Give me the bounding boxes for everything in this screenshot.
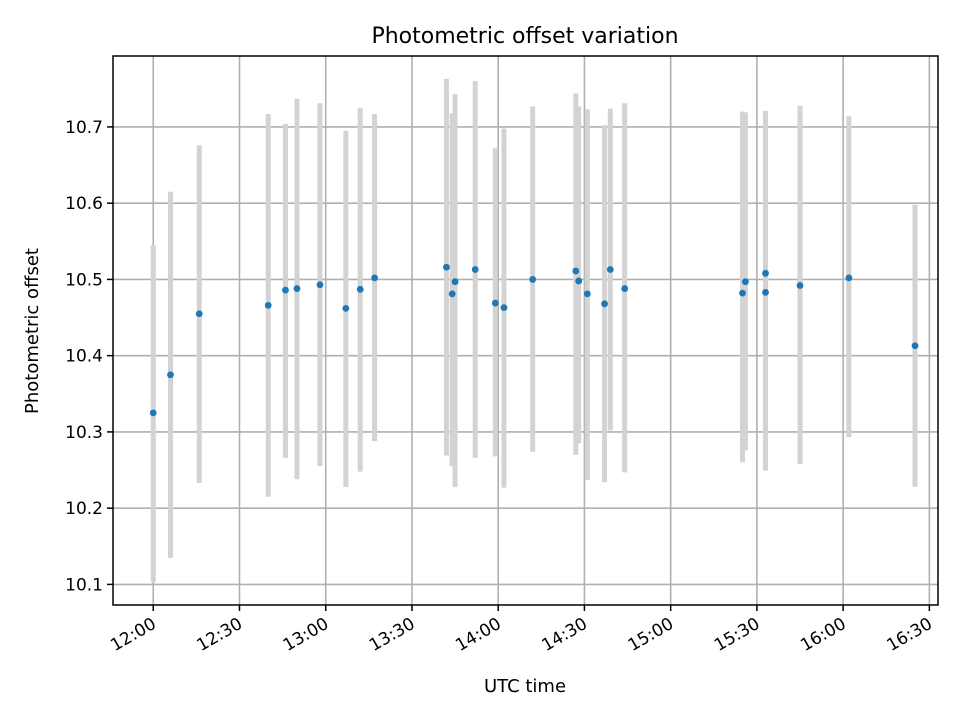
data-point <box>762 288 769 296</box>
data-point <box>356 285 364 293</box>
data-point <box>195 310 203 318</box>
data-point <box>167 371 174 379</box>
chart-title: Photometric offset variation <box>371 24 678 49</box>
plot-frame <box>112 55 939 606</box>
data-point <box>739 289 746 297</box>
data-point <box>316 281 324 289</box>
y-tick-label: 10.7 <box>65 118 103 138</box>
y-tick-label: 10.5 <box>65 270 103 290</box>
data-point <box>575 277 583 285</box>
data-point <box>500 304 508 312</box>
data-point <box>293 285 301 292</box>
data-point <box>796 282 804 289</box>
data-point <box>621 285 629 292</box>
data-point <box>448 290 456 298</box>
data-point <box>264 301 272 309</box>
data-point <box>149 409 157 417</box>
y-axis-ticks: 10.1 10.2 10.3 10.4 10.5 10.6 10.7 <box>65 118 113 595</box>
data-point <box>762 269 769 277</box>
data-points <box>149 263 919 417</box>
data-point <box>342 304 350 312</box>
y-tick-label: 10.6 <box>65 194 103 214</box>
y-tick-label: 10.1 <box>65 575 103 595</box>
data-point <box>911 342 919 350</box>
data-point <box>572 267 580 275</box>
y-tick-label: 10.3 <box>65 423 103 443</box>
data-point <box>443 263 450 271</box>
y-axis-label: Photometric offset <box>22 248 43 414</box>
data-point <box>583 290 591 298</box>
data-point <box>529 276 537 283</box>
data-point <box>451 278 459 286</box>
y-tick-label: 10.2 <box>65 499 103 519</box>
x-axis-label: UTC time <box>484 676 566 697</box>
data-point <box>282 286 289 294</box>
data-point <box>742 278 749 286</box>
data-point <box>471 266 479 273</box>
data-point <box>601 300 608 308</box>
y-tick-label: 10.4 <box>65 347 103 367</box>
data-point <box>491 299 499 307</box>
data-point <box>606 266 614 273</box>
data-point <box>845 274 853 282</box>
data-point <box>371 274 378 282</box>
